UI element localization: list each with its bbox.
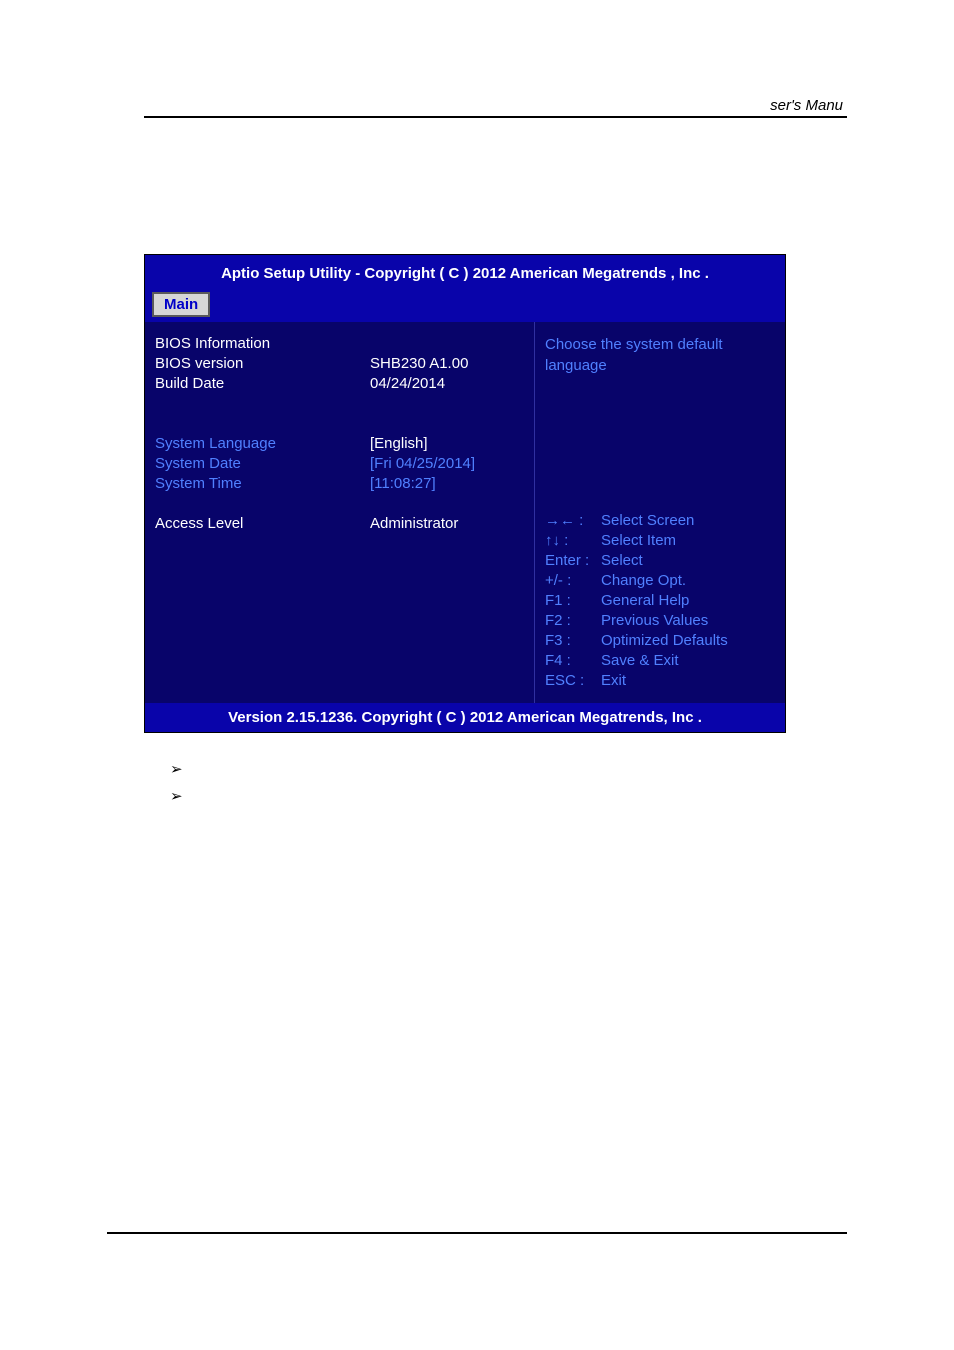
bullet-item: ➢ [170,756,183,783]
legend-line: →← : Select Screen [545,511,775,531]
legend-desc: Save & Exit [601,651,679,671]
row-value: [11:08:27] [370,474,524,494]
legend-key: ↑↓ : [545,531,601,551]
legend-key: F1 : [545,591,601,611]
legend-line: +/- : Change Opt. [545,571,775,591]
tab-main[interactable]: Main [152,292,210,317]
help-description: Choose the system default language [545,334,775,376]
row-value: 04/24/2014 [370,374,524,394]
bios-version-bar: Version 2.15.1236. Copyright ( C ) 2012 … [145,703,785,732]
legend-key: →← : [545,511,601,531]
page-header: ser's Manu [144,97,847,118]
legend-key: +/- : [545,571,601,591]
bios-row[interactable]: BIOS versionSHB230 A1.00 [155,354,524,374]
legend-line: F2 : Previous Values [545,611,775,631]
legend-desc: Optimized Defaults [601,631,728,651]
bullet-item: ➢ [170,783,183,810]
bios-row[interactable]: Build Date04/24/2014 [155,374,524,394]
row-label: Access Level [155,514,370,534]
bios-left-panel: BIOS InformationBIOS versionSHB230 A1.00… [145,322,535,703]
legend-desc: Change Opt. [601,571,686,591]
bios-row[interactable]: System Date[Fri 04/25/2014] [155,454,524,474]
legend-key: F3 : [545,631,601,651]
row-label: Build Date [155,374,370,394]
bios-right-panel: Choose the system default language →← : … [535,322,785,703]
legend-line: ↑↓ : Select Item [545,531,775,551]
legend-line: F1 : General Help [545,591,775,611]
row-value [370,334,524,354]
row-label: System Date [155,454,370,474]
legend-line: F3 : Optimized Defaults [545,631,775,651]
bios-body: BIOS InformationBIOS versionSHB230 A1.00… [145,322,785,703]
row-label: BIOS Information [155,334,370,354]
legend-desc: Select [601,551,643,571]
row-label: System Language [155,434,370,454]
page-footer-line [107,1232,847,1234]
bios-title-text: Aptio Setup Utility - Copyright ( C ) 20… [221,265,709,282]
header-right-text: ser's Manu [144,97,847,114]
bios-title-bar: Aptio Setup Utility - Copyright ( C ) 20… [145,255,785,322]
bios-window: Aptio Setup Utility - Copyright ( C ) 20… [144,254,786,733]
row-value: [English] [370,434,524,454]
legend-key: ESC : [545,671,601,691]
legend-line: F4 : Save & Exit [545,651,775,671]
row-label: BIOS version [155,354,370,374]
legend-desc: Select Screen [601,511,694,531]
legend-key: F4 : [545,651,601,671]
row-value: Administrator [370,514,524,534]
row-value: SHB230 A1.00 [370,354,524,374]
key-legend: →← : Select Screen↑↓ : Select ItemEnter … [545,511,775,691]
legend-desc: Previous Values [601,611,708,631]
legend-line: ESC : Exit [545,671,775,691]
legend-key: F2 : [545,611,601,631]
bios-row[interactable]: System Time[11:08:27] [155,474,524,494]
bios-row[interactable]: Access LevelAdministrator [155,514,524,534]
legend-desc: Select Item [601,531,676,551]
legend-desc: General Help [601,591,689,611]
legend-line: Enter : Select [545,551,775,571]
bullet-list: ➢ ➢ [170,756,183,810]
row-label: System Time [155,474,370,494]
legend-desc: Exit [601,671,626,691]
row-value: [Fri 04/25/2014] [370,454,524,474]
legend-key: Enter : [545,551,601,571]
bios-row[interactable]: BIOS Information [155,334,524,354]
bios-row[interactable]: System Language[English] [155,434,524,454]
